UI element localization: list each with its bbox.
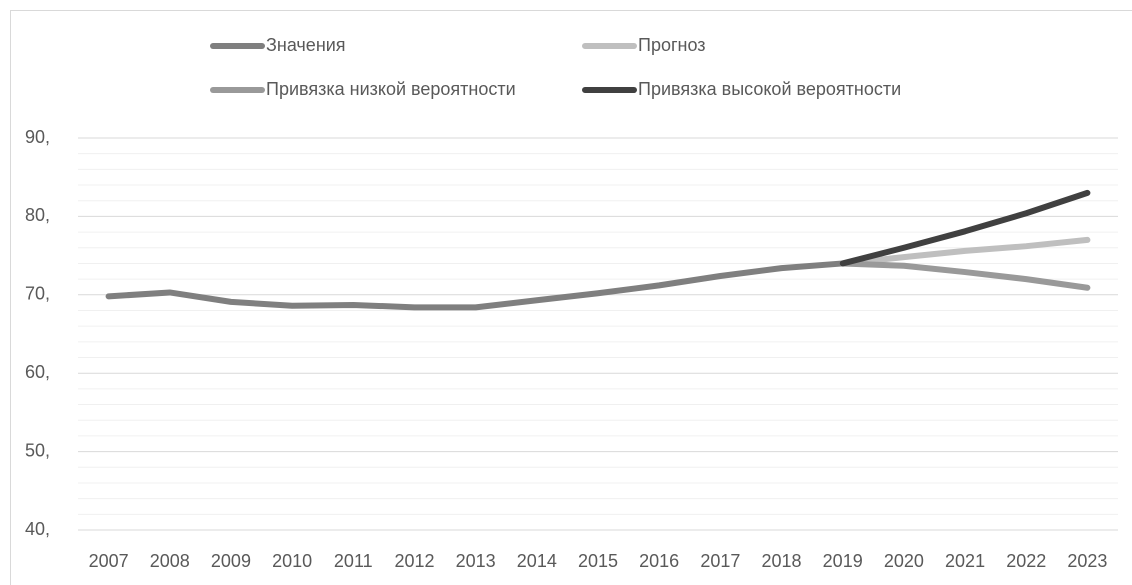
- x-tick-label: 2012: [394, 551, 434, 571]
- y-tick-label: 40,: [25, 519, 50, 539]
- x-tick-label: 2016: [639, 551, 679, 571]
- x-tick-label: 2007: [89, 551, 129, 571]
- legend-label: Значения: [266, 35, 346, 55]
- x-tick-label: 2010: [272, 551, 312, 571]
- x-tick-label: 2020: [884, 551, 924, 571]
- legend-label: Прогноз: [638, 35, 706, 55]
- y-tick-label: 90,: [25, 127, 50, 147]
- legend-label: Привязка высокой вероятности: [638, 79, 901, 99]
- y-tick-label: 80,: [25, 205, 50, 225]
- x-tick-label: 2014: [517, 551, 557, 571]
- x-tick-label: 2021: [945, 551, 985, 571]
- x-tick-label: 2008: [150, 551, 190, 571]
- series-line: [105, 260, 846, 311]
- y-tick-label: 60,: [25, 362, 50, 382]
- x-tick-label: 2019: [823, 551, 863, 571]
- x-tick-label: 2023: [1067, 551, 1107, 571]
- x-tick-label: 2022: [1006, 551, 1046, 571]
- x-tick-label: 2015: [578, 551, 618, 571]
- x-tick-label: 2011: [334, 551, 373, 571]
- x-tick-label: 2018: [762, 551, 802, 571]
- legend-label: Привязка низкой вероятности: [266, 79, 516, 99]
- x-tick-label: 2009: [211, 551, 251, 571]
- series-line: [839, 189, 1091, 267]
- y-tick-label: 70,: [25, 284, 50, 304]
- x-tick-label: 2013: [456, 551, 496, 571]
- x-tick-label: 2017: [700, 551, 740, 571]
- y-tick-label: 50,: [25, 440, 50, 460]
- series-line: [839, 236, 1091, 267]
- series-line: [839, 260, 1091, 291]
